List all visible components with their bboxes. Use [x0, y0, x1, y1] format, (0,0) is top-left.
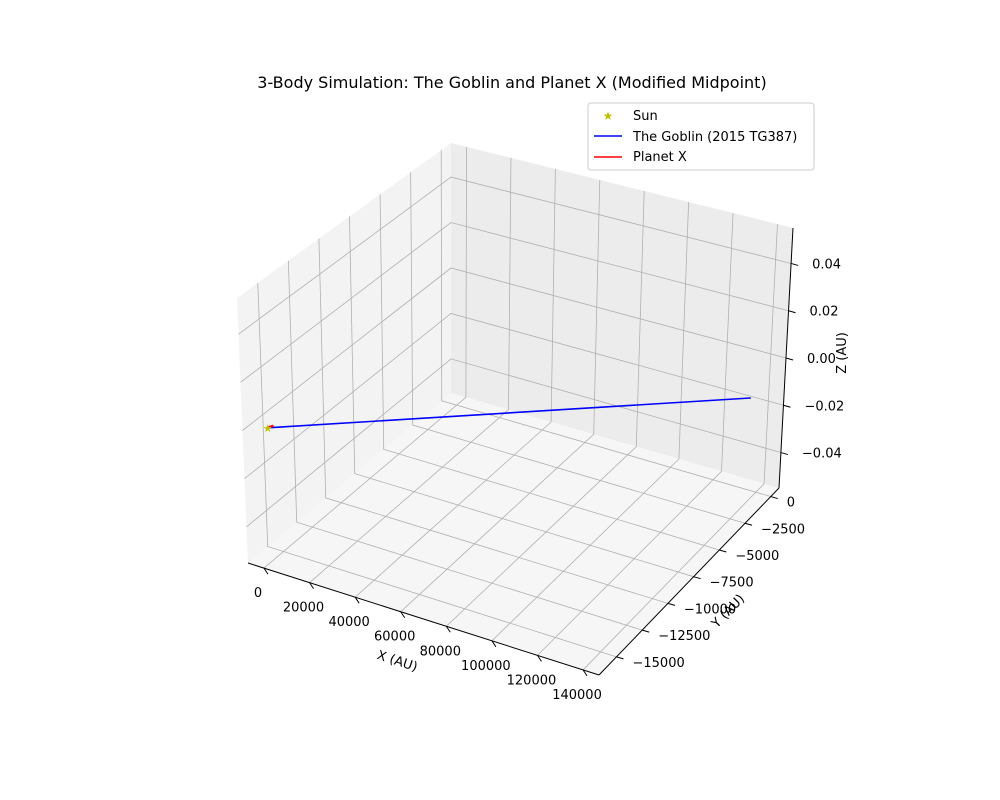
y-tick-mark-2: [719, 549, 727, 553]
x-gridline-1: [309, 157, 512, 583]
y-gridline-6: [257, 282, 617, 658]
z-axis-label: Z (AU): [835, 332, 850, 374]
z-tick-mark-1: [788, 310, 796, 314]
legend-goblin-label: The Goblin (2015 TG387): [632, 130, 797, 145]
y-gridline-3: [349, 216, 694, 578]
y-tick-label-1: −2500: [761, 522, 805, 537]
y-tick-mark-0: [770, 496, 778, 500]
z-gridline-3: [244, 313, 784, 479]
legend-frame: [587, 102, 815, 171]
x-tick-label-0: 0: [254, 586, 262, 601]
series-marker-0-0: ★: [263, 422, 273, 435]
z-tick-label-4: −0.04: [802, 447, 842, 462]
z-tick-mark-4: [780, 452, 789, 456]
z-tick-label-0: 0.04: [812, 257, 841, 272]
z-gridline-2: [242, 267, 787, 431]
x-gridline-0: [263, 146, 467, 569]
x-tick-mark-5: [491, 640, 497, 648]
y-gridline-5: [287, 260, 643, 631]
x-tick-label-1: 20000: [283, 601, 324, 616]
y-gridline-0: [440, 150, 771, 497]
z-tick-label-2: 0.00: [807, 352, 836, 367]
x-tick-mark-2: [354, 596, 360, 604]
series-line-1: [266, 397, 752, 429]
y-tick-mark-3: [693, 576, 701, 580]
x-tick-label-3: 60000: [374, 630, 415, 645]
x-tick-label-6: 120000: [507, 673, 557, 688]
x-tick-mark-6: [537, 655, 542, 662]
y-tick-label-3: −7500: [710, 576, 754, 591]
z-tick-label-3: −0.02: [804, 399, 844, 414]
x-tick-mark-7: [582, 669, 588, 677]
z-tick-mark-3: [783, 404, 791, 408]
axes-grid: [238, 146, 792, 671]
x-tick-label-2: 40000: [328, 615, 369, 630]
y-tick-mark-6: [616, 656, 624, 660]
legend-sun-label: Sun: [633, 109, 658, 124]
data-series: ★: [263, 397, 752, 435]
x-gridline-6: [537, 213, 734, 656]
x-tick-label-7: 140000: [552, 688, 602, 703]
y-tick-mark-5: [642, 629, 650, 633]
x-gridline-4: [446, 191, 645, 627]
y-tick-mark-4: [667, 602, 676, 606]
x-gridline-2: [354, 168, 556, 598]
legend-sun-marker: ★: [603, 109, 614, 123]
x-gridline-5: [491, 202, 690, 642]
x-tick-label-4: 80000: [420, 644, 461, 659]
y-gridline-1: [410, 172, 746, 524]
x-axis-line: [247, 562, 600, 676]
y-gridline-4: [318, 238, 669, 604]
z-tick-mark-0: [790, 262, 799, 266]
x-tick-mark-1: [309, 582, 314, 589]
y-axis-line: [598, 487, 780, 676]
x-tick-mark-3: [400, 611, 406, 619]
y-tick-label-0: 0: [787, 496, 795, 511]
x-tick-label-5: 100000: [461, 659, 511, 674]
z-gridline-0: [238, 176, 792, 335]
x-tick-mark-4: [445, 625, 451, 633]
legend-planetx-label: Planet X: [633, 150, 687, 165]
chart-title: 3-Body Simulation: The Goblin and Planet…: [257, 73, 766, 92]
x-gridline-7: [582, 224, 778, 671]
z-gridline-4: [246, 358, 782, 528]
y-tick-label-6: −15000: [632, 656, 684, 671]
y-tick-label-5: −12500: [658, 629, 710, 644]
pane-back: [451, 143, 793, 488]
y-tick-label-2: −5000: [735, 549, 779, 564]
x-gridline-3: [400, 179, 601, 613]
axes-panes: [237, 143, 793, 675]
z-gridline-1: [240, 222, 789, 383]
y-gridline-2: [379, 194, 720, 551]
x-tick-mark-0: [263, 567, 269, 575]
pane-left: [237, 143, 451, 563]
z-tick-mark-2: [785, 357, 794, 361]
legend: ★ Sun The Goblin (2015 TG387) Planet X: [587, 102, 815, 171]
z-tick-label-1: 0.02: [810, 305, 839, 320]
series-line-2: [266, 424, 274, 430]
y-tick-label-4: −10000: [684, 602, 736, 617]
y-tick-mark-1: [744, 522, 753, 526]
